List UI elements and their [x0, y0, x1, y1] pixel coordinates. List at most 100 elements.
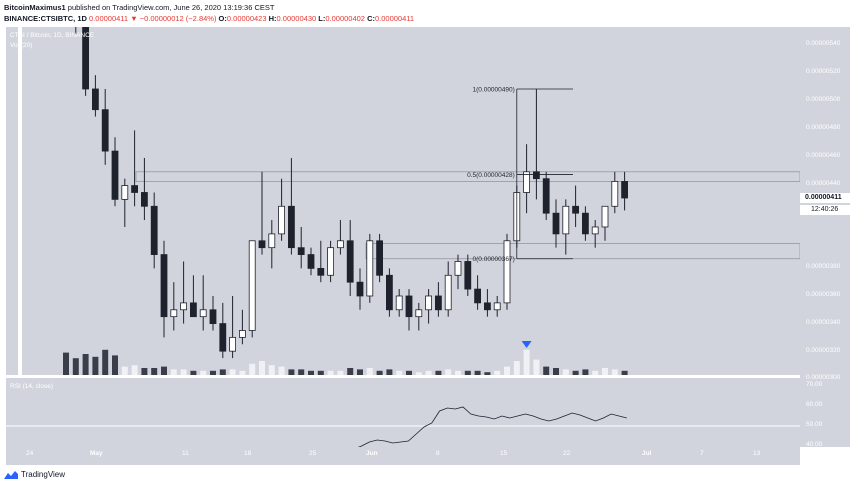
volume-bar	[572, 370, 579, 375]
volume-bar	[376, 370, 383, 375]
rsi-chart	[6, 406, 800, 447]
volume-bar	[464, 370, 471, 375]
volume-bar	[102, 349, 109, 375]
tradingview-brand-text: TradingView	[21, 470, 66, 480]
volume-overlay-label: Vol (20)	[10, 42, 33, 49]
left-edge-bar	[18, 27, 22, 375]
price-axis[interactable]: 0.00000540 0.00000520 0.00000500 0.00000480…	[800, 27, 850, 448]
candle-body	[601, 205, 609, 228]
volume-bar	[288, 369, 295, 375]
volume-bar	[455, 370, 461, 375]
candle-body	[189, 302, 197, 318]
candle-body	[611, 181, 619, 207]
volume-bar	[151, 368, 158, 375]
candle-body	[229, 336, 237, 352]
tradingview-logo-icon	[4, 471, 18, 479]
volume-bar	[621, 370, 628, 375]
support-zone	[365, 243, 800, 260]
signal-marker-icon	[521, 341, 532, 348]
published-text: published on TradingView.com, June 26, 2…	[67, 3, 275, 12]
candle-body	[366, 240, 374, 297]
candle-body	[248, 240, 256, 331]
chart-header: BitcoinMaximus1 published on TradingView…	[0, 0, 850, 26]
low-label: L:	[318, 14, 326, 23]
candle-body	[170, 309, 178, 318]
volume-bar	[180, 369, 187, 375]
symbol-label[interactable]: BINANCE:CTSIBTC, 1D	[4, 14, 87, 23]
rsi-indicator-label[interactable]: RSI (14, close)	[10, 383, 53, 390]
price-tick-label: 0.00000340	[806, 319, 841, 326]
open-label: O:	[218, 14, 227, 23]
tradingview-logo[interactable]: TradingView	[4, 470, 65, 480]
candle-body	[552, 212, 560, 235]
candle-body	[415, 309, 423, 318]
time-tick-label: Jul	[642, 450, 652, 457]
candle-body	[434, 295, 442, 311]
candle-body	[336, 240, 344, 249]
time-tick-label: 25	[309, 450, 317, 457]
current-price-badge: 0.00000411	[800, 193, 850, 203]
volume-bar	[317, 370, 324, 375]
volume-bar	[513, 361, 520, 375]
time-tick-label: 22	[563, 450, 571, 457]
candle-body	[503, 240, 511, 304]
volume-bar	[219, 369, 226, 375]
volume-bar	[161, 366, 167, 375]
volume-bar	[63, 352, 69, 375]
rsi-tick-label: 70.00	[806, 381, 823, 388]
candle-body	[150, 205, 158, 255]
volume-bar	[366, 368, 373, 375]
low-value: 0.00000402	[325, 14, 365, 23]
candlestick-chart[interactable]: 1(0.00000490) 0.5(0.00000428) 0(0.00000367…	[6, 27, 800, 375]
price-tick-label: 0.00000320	[806, 347, 841, 354]
time-tick-label: 11	[182, 450, 189, 457]
volume-bar	[112, 355, 118, 375]
volume-bar	[131, 365, 138, 375]
main-chart-pane[interactable]: 1(0.00000490) 0.5(0.00000428) 0(0.00000367…	[6, 27, 800, 375]
time-tick-label: 18	[244, 450, 252, 457]
candle-body	[111, 150, 119, 200]
volume-bar	[523, 349, 530, 375]
close-value: 0.00000411	[374, 14, 415, 23]
volume-bar	[308, 370, 314, 375]
price-tick-label: 0.00000520	[806, 68, 841, 75]
candle-body	[493, 302, 501, 311]
volume-bar	[533, 359, 540, 375]
candle-body	[209, 309, 217, 324]
time-tick-label: May	[90, 450, 103, 457]
candle-body	[258, 240, 266, 249]
price-tick-label: 0.00000460	[806, 152, 841, 159]
candle-body	[278, 205, 286, 235]
volume-bar	[141, 368, 148, 375]
candle-body	[454, 261, 462, 276]
author-name[interactable]: BitcoinMaximus1	[4, 3, 66, 12]
rsi-pane[interactable]: RSI (14, close)	[6, 378, 800, 447]
candle-body	[562, 205, 570, 235]
candle-body	[444, 274, 452, 311]
candle-body	[533, 171, 540, 180]
time-tick-label: 13	[753, 450, 761, 457]
candle-body	[425, 295, 433, 311]
candle-body	[238, 330, 246, 338]
header-line-1: BitcoinMaximus1 published on TradingView…	[4, 3, 274, 12]
open-value: 0.00000423	[226, 14, 267, 23]
candle-body	[219, 323, 227, 352]
candle-body	[385, 274, 393, 311]
volume-bar	[229, 369, 236, 375]
price-tick-label: 0.00000500	[806, 96, 841, 103]
candle-body	[101, 109, 109, 152]
candle-body	[405, 295, 413, 318]
resistance-zone	[135, 171, 800, 182]
rsi-line	[357, 406, 627, 447]
volume-bar	[582, 369, 589, 375]
candle-body	[621, 181, 628, 199]
volume-bar	[92, 356, 99, 375]
time-axis[interactable]: 24 May 11 18 25 Jun 8 15 22 Jul 7 13	[6, 447, 800, 465]
volume-bar	[415, 372, 422, 375]
candle-body	[572, 205, 579, 214]
candle-body	[327, 247, 335, 276]
volume-bar	[484, 372, 491, 375]
volume-bar	[200, 370, 207, 375]
price-tick-label: 0.00000440	[806, 180, 841, 187]
volume-bar	[278, 366, 285, 375]
